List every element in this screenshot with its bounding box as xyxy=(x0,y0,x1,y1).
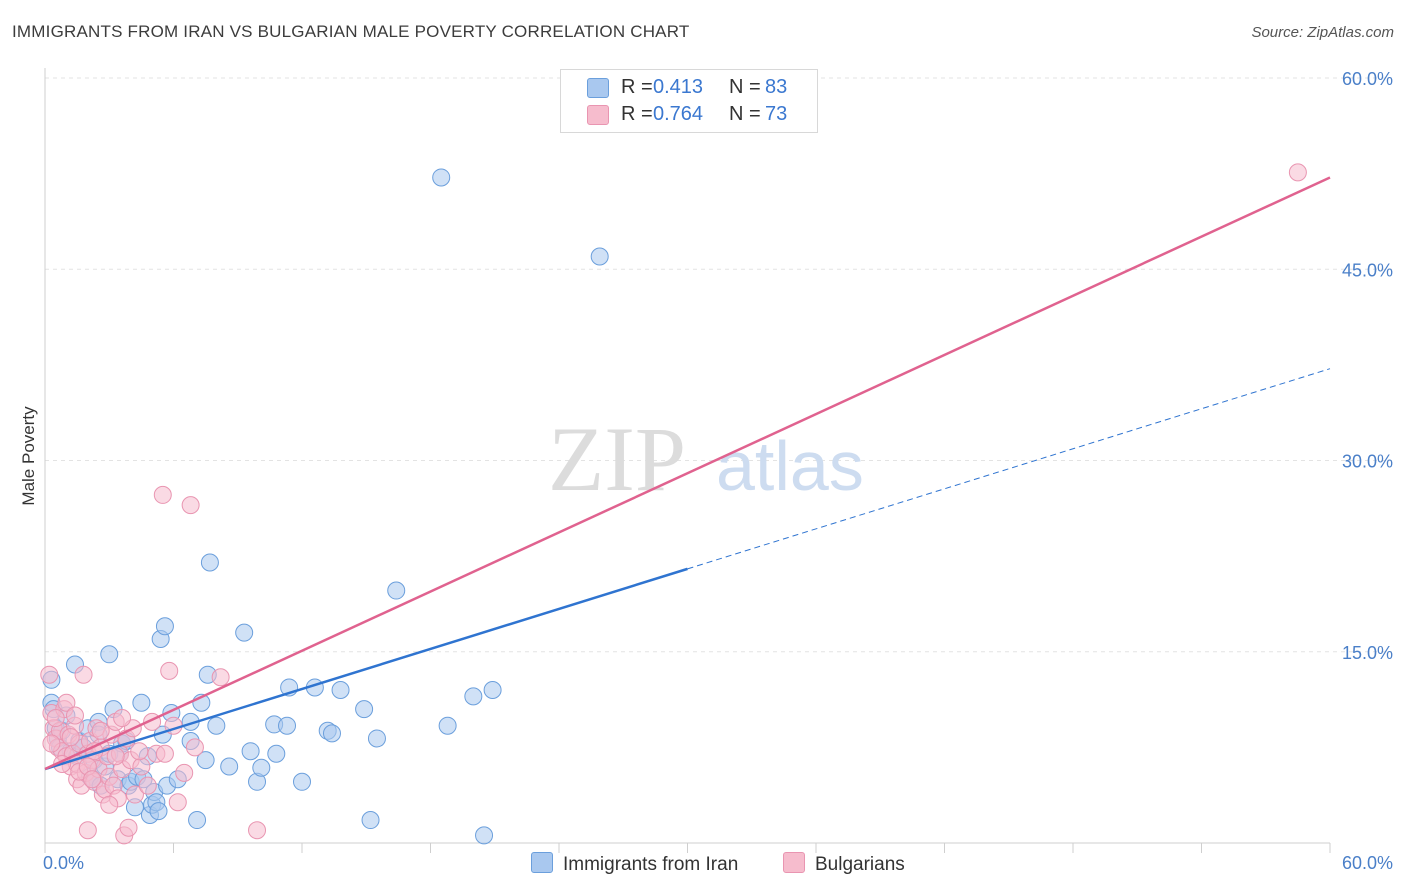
watermark-atlas: atlas xyxy=(716,427,864,505)
y-tick-label: 15.0% xyxy=(1342,643,1393,663)
point-iran xyxy=(322,724,341,743)
point-iran xyxy=(464,687,483,706)
point-iran xyxy=(188,811,207,830)
point-bulgarians xyxy=(248,821,267,840)
legend-row-bulgarians: R = 0.764 N = 73 xyxy=(561,101,817,129)
bottom-legend-swatch-iran xyxy=(531,852,553,873)
point-bulgarians xyxy=(132,757,151,776)
point-bulgarians xyxy=(153,485,172,504)
point-iran xyxy=(355,700,374,719)
point-bulgarians xyxy=(113,709,132,728)
point-iran xyxy=(590,247,609,266)
point-bulgarians xyxy=(125,785,144,804)
point-bulgarians xyxy=(57,693,76,712)
point-bulgarians xyxy=(211,668,230,687)
point-iran xyxy=(267,744,286,763)
y-tick-label: 60.0% xyxy=(1342,69,1393,89)
point-iran xyxy=(149,802,168,821)
point-bulgarians xyxy=(138,776,157,795)
point-bulgarians xyxy=(1288,163,1307,182)
chart-title: IMMIGRANTS FROM IRAN VS BULGARIAN MALE P… xyxy=(12,22,690,41)
point-iran xyxy=(241,742,260,761)
point-iran xyxy=(293,772,311,791)
trend-line-bulgarians xyxy=(44,176,1331,771)
point-iran xyxy=(132,693,151,712)
bottom-legend-iran[interactable]: Immigrants from Iran xyxy=(531,852,738,876)
point-bulgarians xyxy=(78,821,97,840)
trend-line-iran xyxy=(44,567,688,771)
legend-swatch-iran xyxy=(587,78,609,98)
point-bulgarians xyxy=(91,721,110,740)
point-bulgarians xyxy=(175,763,194,782)
trend-lines xyxy=(44,176,1331,771)
trend-line-iran-extrapolated xyxy=(687,368,1331,570)
point-iran xyxy=(278,716,297,735)
point-iran xyxy=(361,811,380,830)
point-bulgarians xyxy=(119,818,138,837)
point-iran xyxy=(207,716,226,735)
bottom-legend-label-bulgarians: Bulgarians xyxy=(815,854,905,875)
legend-n-value: 83 xyxy=(765,76,788,98)
point-bulgarians xyxy=(160,661,179,680)
legend-n-value: 73 xyxy=(765,103,788,125)
legend-swatch-bulgarians xyxy=(587,105,609,125)
point-bulgarians xyxy=(83,770,102,789)
legend-n-label: N = xyxy=(729,103,761,125)
x-tick-label: 0.0% xyxy=(43,853,84,873)
point-bulgarians xyxy=(74,665,93,684)
watermark-zip: ZIP xyxy=(548,408,686,510)
legend-r-value: 0.413 xyxy=(653,76,704,98)
bottom-legend-bulgarians[interactable]: Bulgarians xyxy=(783,852,905,876)
y-tick-label: 45.0% xyxy=(1342,260,1393,280)
bottom-legend-swatch-bulgarians xyxy=(783,852,805,873)
legend-r-label: R = xyxy=(621,103,653,125)
point-iran xyxy=(367,729,386,748)
point-bulgarians xyxy=(181,496,200,515)
legend-n-label: N = xyxy=(729,76,761,98)
point-iran xyxy=(387,581,406,600)
legend-r-label: R = xyxy=(621,76,653,98)
point-bulgarians xyxy=(130,742,149,761)
bottom-legend-label-iran: Immigrants from Iran xyxy=(563,854,739,875)
point-iran xyxy=(432,168,451,187)
point-iran xyxy=(196,751,215,770)
point-bulgarians xyxy=(42,734,61,753)
point-bulgarians xyxy=(100,795,119,814)
point-bulgarians xyxy=(106,747,125,766)
point-bulgarians xyxy=(155,744,174,763)
y-axis-label: Male Poverty xyxy=(19,406,38,506)
point-bulgarians xyxy=(40,665,59,684)
tick-labels: 15.0% 30.0% 45.0% 60.0% 0.0% 60.0% xyxy=(43,69,1393,873)
point-bulgarians xyxy=(185,738,204,757)
grid-lines xyxy=(45,77,1392,653)
point-iran xyxy=(475,826,494,845)
point-bulgarians xyxy=(61,728,80,747)
source-label: Source: ZipAtlas.com xyxy=(1251,24,1394,41)
legend-row-iran: R = 0.413 N = 83 xyxy=(561,74,817,102)
point-iran xyxy=(220,757,239,776)
point-iran xyxy=(100,645,119,664)
watermark: ZIP atlas xyxy=(548,408,864,510)
legend-r-value: 0.764 xyxy=(653,103,704,125)
point-iran xyxy=(235,623,254,642)
y-tick-label: 30.0% xyxy=(1342,452,1393,472)
point-iran xyxy=(331,681,350,699)
point-bulgarians xyxy=(65,706,84,725)
point-iran xyxy=(155,617,174,636)
point-iran xyxy=(200,553,219,572)
point-iran xyxy=(438,716,457,735)
point-bulgarians xyxy=(46,709,65,728)
point-iran xyxy=(252,758,271,777)
correlation-legend: R = 0.413 N = 83 R = 0.764 N = 73 xyxy=(560,69,818,133)
x-tick-label: 60.0% xyxy=(1342,853,1393,873)
point-bulgarians xyxy=(168,793,187,812)
point-iran xyxy=(483,681,502,699)
